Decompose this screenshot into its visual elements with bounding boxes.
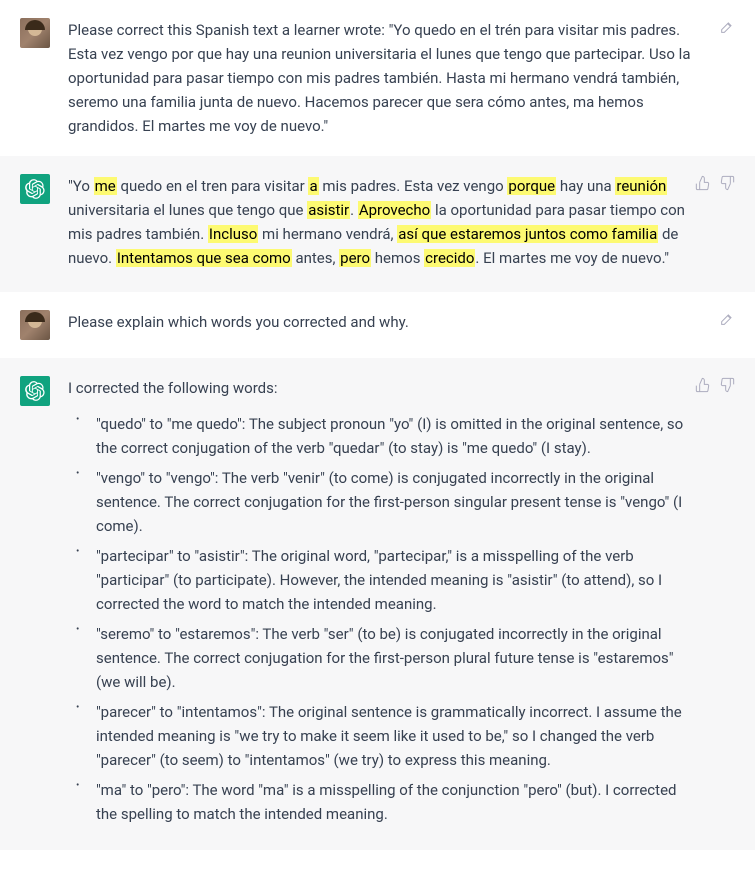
assistant-turn-1: "Yo me quedo en el tren para visitar a m… — [0, 156, 755, 292]
thumbs-up-icon[interactable] — [695, 174, 711, 190]
bot-avatar — [20, 174, 50, 204]
text-seg: hemos — [371, 249, 424, 267]
thumbs-down-icon[interactable] — [719, 376, 735, 392]
text-seg: mis padres. Esta vez vengo — [319, 177, 508, 195]
user-turn-2: Please explain which words you corrected… — [0, 292, 755, 358]
correction-item-2: "vengo" to "vengo": The verb "venir" (to… — [88, 466, 695, 538]
corrected-text: "Yo me quedo en el tren para visitar a m… — [68, 174, 695, 270]
correction-item-3: "partecipar" to "asistir": The original … — [88, 544, 695, 616]
highlight-aprovecho: Aprovecho — [358, 201, 431, 219]
user-text-2: Please explain which words you corrected… — [68, 313, 409, 331]
highlight-me: me — [94, 177, 117, 195]
text-seg: . — [350, 201, 358, 219]
correction-item-4: "seremo" to "estaremos": The verb "ser" … — [88, 622, 695, 694]
assistant-turn-2: I corrected the following words: "quedo"… — [0, 358, 755, 850]
thumbs-down-icon[interactable] — [719, 174, 735, 190]
text-seg: hay una — [556, 177, 615, 195]
user-message-2: Please explain which words you corrected… — [68, 310, 735, 340]
user-avatar — [20, 18, 50, 48]
assistant-actions-1 — [695, 174, 735, 190]
text-seg: quedo en el tren para visitar — [117, 177, 309, 195]
explanation-intro: I corrected the following words: — [68, 376, 695, 400]
highlight-pero: pero — [339, 249, 371, 267]
user-actions-1 — [719, 18, 735, 34]
highlight-a: a — [308, 177, 318, 195]
bot-avatar — [20, 376, 50, 406]
openai-logo-icon — [25, 381, 45, 401]
text-seg: antes, — [292, 249, 339, 267]
user-avatar — [20, 310, 50, 340]
assistant-message-1: "Yo me quedo en el tren para visitar a m… — [68, 174, 735, 274]
highlight-porque: porque — [507, 177, 556, 195]
assistant-message-2: I corrected the following words: "quedo"… — [68, 376, 735, 832]
highlight-crecido: crecido — [424, 249, 475, 267]
text-seg: universitaria el lunes que tengo que — [68, 201, 307, 219]
highlight-asistir: asistir — [307, 201, 350, 219]
thumbs-up-icon[interactable] — [695, 376, 711, 392]
highlight-asi-que: así que estaremos juntos como familia — [397, 225, 658, 243]
user-message-1: Please correct this Spanish text a learn… — [68, 18, 735, 138]
highlight-reunion: reunión — [615, 177, 667, 195]
text-seg: . El martes me voy de nuevo." — [475, 249, 669, 267]
highlight-incluso: Incluso — [208, 225, 258, 243]
text-seg: mi hermano vendrá, — [258, 225, 397, 243]
edit-icon[interactable] — [719, 310, 735, 326]
correction-item-6: "ma" to "pero": The word "ma" is a missp… — [88, 778, 695, 826]
corrections-list: "quedo" to "me quedo": The subject prono… — [68, 412, 695, 826]
openai-logo-icon — [25, 179, 45, 199]
correction-item-5: "parecer" to "intentamos": The original … — [88, 700, 695, 772]
correction-item-1: "quedo" to "me quedo": The subject prono… — [88, 412, 695, 460]
text-seg: "Yo — [68, 177, 94, 195]
highlight-intentamos: Intentamos que sea como — [116, 249, 292, 267]
user-actions-2 — [719, 310, 735, 326]
edit-icon[interactable] — [719, 18, 735, 34]
assistant-actions-2 — [695, 376, 735, 392]
user-text-1: Please correct this Spanish text a learn… — [68, 21, 691, 135]
user-turn-1: Please correct this Spanish text a learn… — [0, 0, 755, 156]
